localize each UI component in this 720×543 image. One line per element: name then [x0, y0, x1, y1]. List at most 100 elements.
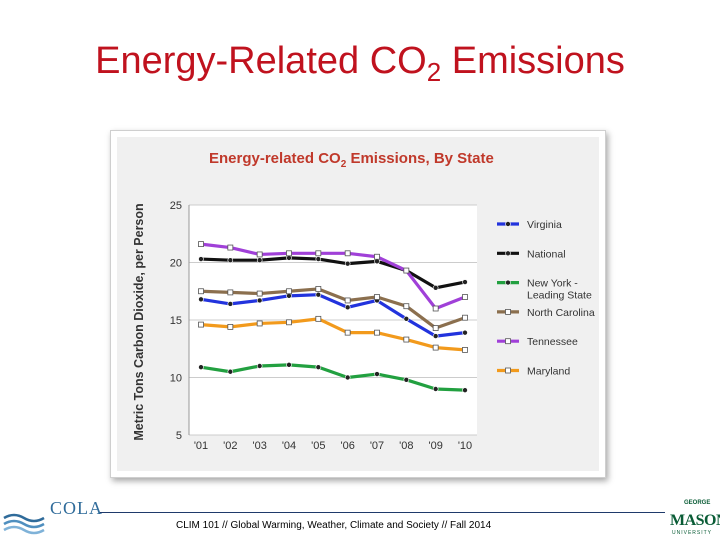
data-point: [227, 301, 234, 307]
x-tick-label: '09: [428, 440, 442, 452]
data-point: [344, 374, 351, 381]
legend-marker: [505, 250, 511, 257]
series-line: [200, 293, 466, 338]
series-line: [200, 363, 466, 392]
gmu-logo-bottom-text: UNIVERSITY: [672, 530, 713, 536]
data-point: [315, 291, 322, 298]
data-point: [432, 285, 439, 291]
legend-item: National: [497, 248, 566, 260]
series-north-carolina: [198, 286, 468, 331]
data-point: [227, 289, 234, 296]
chart-title-main: Energy-related CO: [209, 150, 341, 167]
data-point: [256, 320, 263, 327]
legend-label: North Carolina: [527, 307, 595, 319]
data-point: [315, 286, 322, 292]
data-point: [227, 257, 234, 263]
gmu-logo-text: MASON: [670, 512, 720, 529]
series-maryland: [198, 315, 468, 353]
data-point: [374, 329, 380, 336]
data-point: [315, 250, 322, 257]
data-point: [403, 377, 410, 383]
x-tick-label: '06: [340, 440, 354, 452]
data-point: [198, 296, 204, 303]
legend-label: National: [527, 248, 566, 260]
data-point: [432, 305, 439, 312]
data-point: [462, 346, 468, 353]
y-axis-label: Metric Tons Carbon Dioxide, per Person: [132, 203, 146, 440]
data-point: [403, 316, 410, 322]
data-point: [374, 294, 380, 300]
x-tick-label: '05: [311, 440, 325, 452]
legend-item: Virginia: [497, 219, 562, 231]
data-point: [315, 315, 322, 322]
data-point: [315, 256, 322, 262]
data-point: [462, 314, 468, 321]
x-tick-label: '02: [223, 440, 237, 452]
x-tick-label: '08: [399, 440, 413, 452]
axis-layer: 5 10 15 20 25 '01 '02 '03 '04 '05 '06 '07 '08 '09 '10: [170, 200, 472, 452]
footer-text: CLIM 101 // Global Warming, Weather, Cli…: [176, 520, 492, 531]
data-point: [198, 241, 204, 247]
data-point: [198, 321, 204, 328]
chart-title: Energy-related CO2 Emissions, By State: [209, 150, 494, 170]
cola-waves-icon: [3, 513, 45, 535]
footer-divider: [100, 512, 665, 513]
data-point: [432, 333, 439, 339]
data-point: [462, 294, 468, 300]
cola-logo: COLA: [2, 498, 102, 538]
series-line: [200, 242, 466, 311]
legend-marker: [505, 338, 511, 345]
data-point: [432, 344, 439, 351]
data-point: [286, 250, 292, 257]
legend-marker: [505, 367, 511, 374]
legend-item: New York -Leading State: [497, 278, 592, 302]
data-point: [344, 260, 351, 267]
data-point: [403, 267, 410, 274]
grid-layer: [189, 204, 477, 436]
x-tick-label: '04: [282, 440, 296, 452]
data-point: [227, 368, 234, 375]
slide-title-main: Energy-Related CO: [95, 40, 427, 82]
data-point: [344, 297, 351, 304]
data-point: [462, 329, 468, 336]
data-point: [344, 329, 351, 336]
series-line: [200, 287, 466, 330]
y-tick-label: 20: [170, 258, 182, 270]
legend-item: Tennessee: [497, 336, 578, 348]
x-tick-label: '07: [370, 440, 384, 452]
data-point: [286, 319, 292, 326]
data-point: [198, 288, 204, 295]
data-point: [432, 386, 439, 392]
data-point: [198, 256, 204, 262]
y-tick-label: 15: [170, 315, 182, 327]
gmu-logo-top-text: GEORGE: [684, 500, 711, 506]
data-point: [403, 336, 410, 343]
data-point: [256, 290, 263, 297]
series-new-york-leading-state: [198, 362, 468, 393]
data-point: [403, 303, 410, 310]
cola-logo-text: COLA: [50, 498, 103, 518]
legend-item: North Carolina: [497, 307, 595, 319]
data-point: [198, 364, 204, 370]
chart-title-rest: Emissions, By State: [346, 150, 494, 167]
data-point: [286, 288, 292, 295]
series-layer: [198, 241, 468, 393]
data-point: [374, 371, 380, 377]
chart-frame: Energy-related CO2 Emissions, By State M…: [110, 130, 606, 478]
data-point: [227, 323, 234, 330]
x-tick-label: '03: [252, 440, 266, 452]
series-tennessee: [198, 241, 468, 312]
data-point: [315, 364, 322, 370]
data-point: [344, 250, 351, 257]
data-point: [227, 244, 234, 251]
legend-marker: [505, 221, 511, 227]
series-line: [200, 317, 466, 352]
x-tick-label: '10: [458, 440, 472, 452]
legend-label: Virginia: [527, 219, 562, 231]
gmu-logo: GEORGE MASON UNIVERSITY: [668, 498, 720, 538]
legend-label: New York -Leading State: [527, 278, 592, 302]
data-point: [256, 257, 263, 263]
legend-label: Maryland: [527, 366, 570, 378]
slide-title-rest: Emissions: [441, 40, 625, 82]
data-point: [256, 363, 263, 369]
